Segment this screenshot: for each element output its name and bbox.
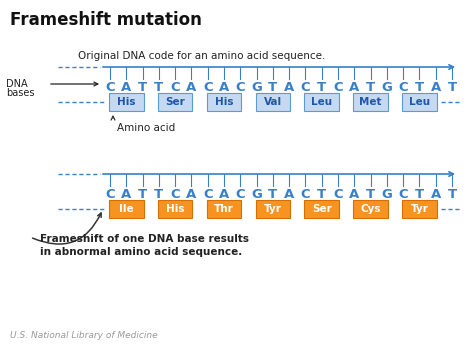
Text: T: T [138,81,147,94]
Text: C: C [236,81,245,94]
Text: A: A [219,81,229,94]
Text: C: C [301,81,310,94]
Text: C: C [203,188,212,201]
FancyBboxPatch shape [109,93,144,111]
Text: A: A [186,81,197,94]
Text: Ile: Ile [119,204,134,214]
Text: Tyr: Tyr [410,204,428,214]
FancyBboxPatch shape [255,93,290,111]
Text: U.S. National Library of Medicine: U.S. National Library of Medicine [10,331,158,340]
FancyBboxPatch shape [304,200,339,218]
Text: bases: bases [6,88,35,98]
FancyBboxPatch shape [353,200,388,218]
Text: A: A [349,81,359,94]
Text: Frameshift of one DNA base results: Frameshift of one DNA base results [40,234,249,244]
Text: Tyr: Tyr [264,204,282,214]
Text: C: C [105,81,115,94]
FancyBboxPatch shape [109,200,144,218]
Text: C: C [333,188,343,201]
Text: Amino acid: Amino acid [117,123,175,133]
FancyBboxPatch shape [255,200,290,218]
Text: A: A [121,188,131,201]
Text: C: C [105,188,115,201]
FancyBboxPatch shape [402,200,437,218]
Text: C: C [170,81,180,94]
Text: His: His [166,204,184,214]
Text: G: G [251,81,262,94]
FancyBboxPatch shape [158,93,192,111]
Text: G: G [251,188,262,201]
Text: Leu: Leu [311,97,332,107]
Text: C: C [170,188,180,201]
Text: A: A [186,188,197,201]
FancyBboxPatch shape [402,93,437,111]
Text: G: G [382,81,392,94]
Text: C: C [398,188,408,201]
Text: T: T [268,81,277,94]
Text: G: G [382,188,392,201]
Text: T: T [155,81,164,94]
Text: Thr: Thr [214,204,234,214]
Text: Ser: Ser [165,97,185,107]
Text: Met: Met [359,97,382,107]
FancyBboxPatch shape [158,200,192,218]
Text: Frameshift mutation: Frameshift mutation [10,11,202,29]
Text: T: T [366,81,375,94]
Text: Ser: Ser [312,204,332,214]
FancyBboxPatch shape [207,200,241,218]
Text: C: C [398,81,408,94]
Text: A: A [349,188,359,201]
Text: A: A [430,188,441,201]
Text: A: A [219,188,229,201]
FancyBboxPatch shape [207,93,241,111]
Text: T: T [268,188,277,201]
Text: C: C [203,81,212,94]
FancyBboxPatch shape [353,93,388,111]
Text: Cys: Cys [360,204,381,214]
Text: DNA: DNA [6,79,27,89]
Text: T: T [155,188,164,201]
Text: A: A [121,81,131,94]
Text: Val: Val [264,97,282,107]
Text: Original DNA code for an amino acid sequence.: Original DNA code for an amino acid sequ… [78,51,325,61]
FancyBboxPatch shape [304,93,339,111]
Text: A: A [430,81,441,94]
Text: His: His [215,97,233,107]
Text: T: T [317,81,326,94]
Text: T: T [415,81,424,94]
Text: T: T [317,188,326,201]
Text: T: T [366,188,375,201]
Text: C: C [301,188,310,201]
Text: Leu: Leu [409,97,430,107]
Text: T: T [415,188,424,201]
Text: A: A [284,188,294,201]
Text: in abnormal amino acid sequence.: in abnormal amino acid sequence. [40,247,242,257]
Text: C: C [236,188,245,201]
Text: T: T [447,188,456,201]
Text: A: A [284,81,294,94]
Text: C: C [333,81,343,94]
Text: T: T [138,188,147,201]
Text: His: His [117,97,136,107]
Text: T: T [447,81,456,94]
